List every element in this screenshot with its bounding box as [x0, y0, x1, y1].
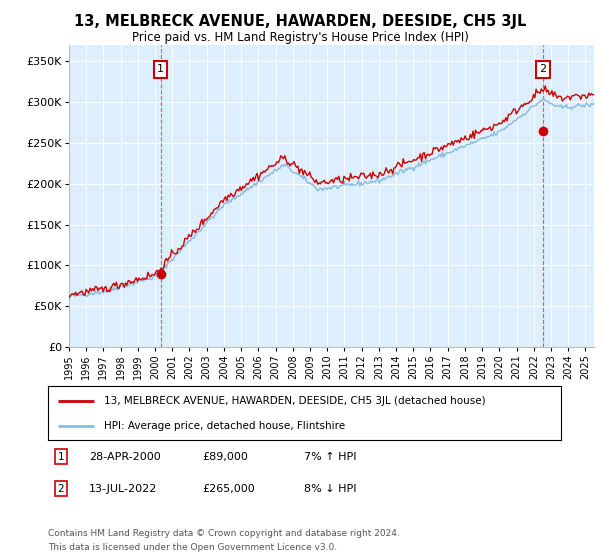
Text: £89,000: £89,000 — [202, 451, 248, 461]
Text: This data is licensed under the Open Government Licence v3.0.: This data is licensed under the Open Gov… — [48, 543, 337, 552]
Text: Price paid vs. HM Land Registry's House Price Index (HPI): Price paid vs. HM Land Registry's House … — [131, 31, 469, 44]
Text: 8% ↓ HPI: 8% ↓ HPI — [305, 484, 357, 494]
Text: 13, MELBRECK AVENUE, HAWARDEN, DEESIDE, CH5 3JL (detached house): 13, MELBRECK AVENUE, HAWARDEN, DEESIDE, … — [104, 396, 486, 407]
Text: HPI: Average price, detached house, Flintshire: HPI: Average price, detached house, Flin… — [104, 421, 346, 431]
Text: 7% ↑ HPI: 7% ↑ HPI — [305, 451, 357, 461]
Text: £265,000: £265,000 — [202, 484, 254, 494]
Text: Contains HM Land Registry data © Crown copyright and database right 2024.: Contains HM Land Registry data © Crown c… — [48, 529, 400, 538]
Text: 2: 2 — [58, 484, 64, 494]
Text: 1: 1 — [157, 64, 164, 74]
Text: 1: 1 — [58, 451, 64, 461]
Text: 28-APR-2000: 28-APR-2000 — [89, 451, 161, 461]
Text: 13-JUL-2022: 13-JUL-2022 — [89, 484, 157, 494]
Text: 2: 2 — [539, 64, 547, 74]
Text: 13, MELBRECK AVENUE, HAWARDEN, DEESIDE, CH5 3JL: 13, MELBRECK AVENUE, HAWARDEN, DEESIDE, … — [74, 14, 526, 29]
